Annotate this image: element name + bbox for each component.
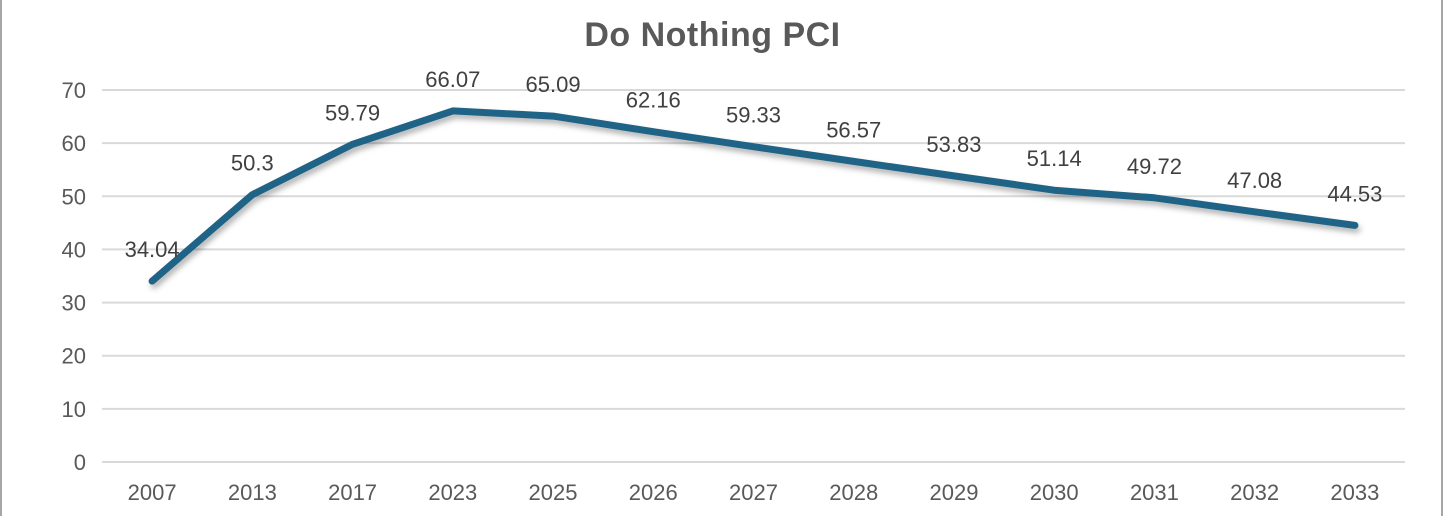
x-tick-label: 2033 <box>1330 480 1379 505</box>
data-label: 65.09 <box>526 72 581 97</box>
x-tick-label: 2007 <box>128 480 177 505</box>
y-tick-label: 50 <box>62 184 86 209</box>
y-tick-label: 60 <box>62 131 86 156</box>
data-label: 44.53 <box>1327 181 1382 206</box>
x-tick-label: 2017 <box>328 480 377 505</box>
x-tick-label: 2026 <box>629 480 678 505</box>
x-tick-label: 2029 <box>929 480 978 505</box>
data-label: 47.08 <box>1227 168 1282 193</box>
x-tick-label: 2027 <box>729 480 778 505</box>
data-label: 50.3 <box>231 151 274 176</box>
data-label: 59.79 <box>325 100 380 125</box>
series-line <box>148 107 1359 285</box>
x-tick-label: 2028 <box>829 480 878 505</box>
x-tick-label: 2025 <box>529 480 578 505</box>
x-tick-label: 2013 <box>228 480 277 505</box>
data-label: 53.83 <box>926 132 981 157</box>
data-label: 49.72 <box>1127 154 1182 179</box>
y-tick-label: 10 <box>62 397 86 422</box>
x-tick-label: 2031 <box>1130 480 1179 505</box>
data-label: 62.16 <box>626 88 681 113</box>
y-tick-label: 30 <box>62 291 86 316</box>
data-label: 59.33 <box>726 103 781 128</box>
data-label: 34.04 <box>125 237 180 262</box>
x-tick-label: 2032 <box>1230 480 1279 505</box>
y-tick-label: 0 <box>74 450 86 475</box>
x-tick-label: 2023 <box>428 480 477 505</box>
x-tick-label: 2030 <box>1030 480 1079 505</box>
data-label: 66.07 <box>425 67 480 92</box>
data-label: 51.14 <box>1027 146 1082 171</box>
data-label: 56.57 <box>826 117 881 142</box>
y-tick-label: 20 <box>62 344 86 369</box>
chart-title: Do Nothing PCI <box>584 16 841 54</box>
y-tick-label: 40 <box>62 237 86 262</box>
y-tick-label: 70 <box>62 78 86 103</box>
